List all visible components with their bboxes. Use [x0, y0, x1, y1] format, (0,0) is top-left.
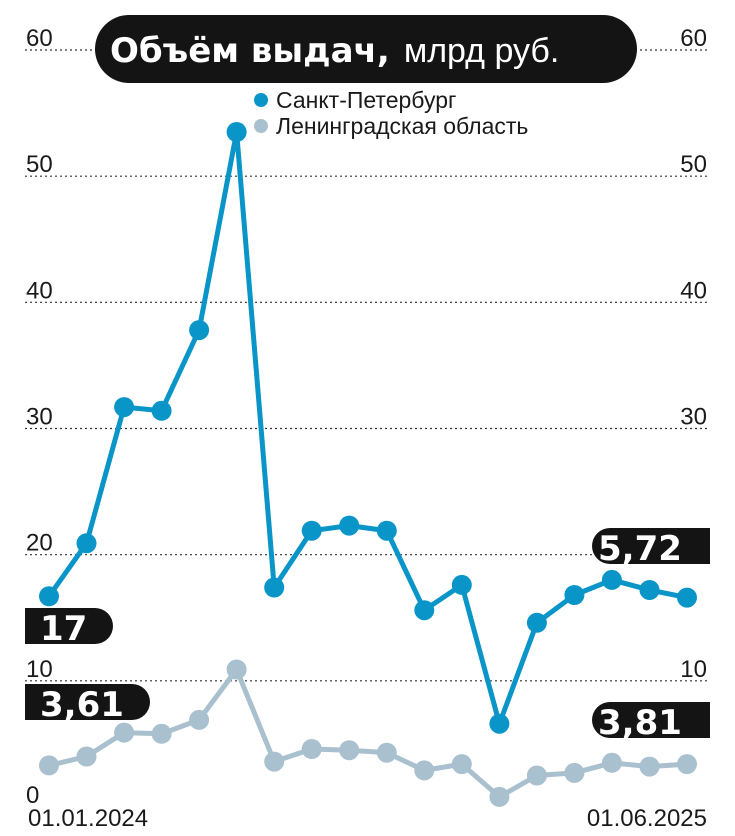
callout-spb-last-text: 5,72 — [598, 529, 682, 569]
data-point — [151, 723, 172, 744]
y-tick-label-right: 40 — [680, 277, 707, 304]
data-point — [226, 122, 247, 142]
callout-lo-last-shape — [592, 702, 710, 738]
data-point — [39, 755, 59, 776]
data-point — [301, 520, 322, 541]
data-point — [414, 760, 435, 781]
y-tick-label-left: 40 — [26, 277, 53, 304]
y-tick-label-left: 30 — [26, 404, 53, 431]
series-line — [46, 667, 690, 800]
data-point — [189, 320, 210, 341]
y-tick-label-left: 10 — [26, 656, 53, 683]
y-tick-label-left: 60 — [26, 25, 53, 52]
data-point — [526, 612, 547, 633]
data-point — [489, 713, 510, 734]
chart-title: Объём выдач, млрд руб. — [95, 15, 637, 83]
legend-label-lo: Ленинградская область — [276, 113, 528, 139]
y-tick-label-right: 60 — [680, 25, 707, 52]
data-point — [376, 742, 397, 763]
callout-lo-first-shape — [25, 684, 150, 720]
data-point — [264, 751, 285, 772]
data-point — [76, 533, 97, 554]
x-label-start: 01.01.2024 — [28, 805, 148, 832]
y-axis-left: 0 10 20 30 40 50 60 — [26, 25, 53, 809]
data-point — [151, 400, 172, 421]
data-point — [451, 754, 472, 775]
y-tick-label-left: 0 — [26, 782, 39, 809]
data-point — [677, 587, 697, 608]
svg-text:Объём выдач, млрд руб.: Объём выдач, млрд руб. — [110, 31, 559, 71]
legend-label-spb: Санкт-Петербург — [276, 87, 456, 113]
data-point — [601, 569, 622, 590]
title-background — [95, 15, 637, 83]
title-main: Объём выдач, — [110, 31, 390, 71]
y-tick-label-right: 50 — [680, 151, 707, 178]
data-point — [564, 762, 585, 783]
data-point — [451, 574, 472, 595]
callouts: 17 3,61 5,72 3,81 — [25, 528, 710, 743]
legend-marker-lo — [254, 119, 268, 133]
data-point — [76, 746, 97, 767]
data-point — [526, 765, 547, 786]
callout-spb-first: 17 — [25, 608, 113, 649]
data-point — [601, 752, 622, 773]
y-tick-label-right: 10 — [680, 656, 707, 683]
legend: Санкт-Петербург Ленинградская область — [254, 87, 528, 139]
y-tick-label-left: 20 — [26, 530, 53, 557]
callout-lo-last: 3,81 — [592, 702, 710, 743]
legend-marker-spb — [254, 93, 268, 107]
series-line — [46, 129, 690, 727]
data-point — [339, 515, 360, 536]
callout-spb-last-shape — [592, 528, 710, 564]
data-point — [114, 397, 135, 418]
y-tick-label-left: 50 — [26, 151, 53, 178]
series — [39, 122, 697, 807]
data-point — [264, 577, 285, 598]
data-point — [639, 756, 660, 777]
data-point — [301, 739, 322, 759]
series-spb — [39, 122, 697, 734]
data-point — [226, 659, 247, 680]
callout-lo-first-text: 3,61 — [40, 685, 124, 725]
callout-lo-last-text: 3,81 — [598, 703, 682, 743]
data-point — [339, 740, 360, 761]
y-tick-label-right: 30 — [680, 404, 707, 431]
callout-spb-last: 5,72 — [592, 528, 710, 569]
callout-spb-first-text: 17 — [40, 609, 87, 649]
data-point — [489, 786, 510, 807]
data-point — [376, 520, 397, 541]
x-label-end: 01.06.2025 — [587, 805, 707, 832]
data-point — [414, 600, 435, 621]
data-point — [639, 580, 660, 600]
data-point — [189, 709, 210, 730]
callout-spb-first-shape — [25, 608, 113, 644]
series-lo — [39, 659, 697, 807]
title-unit: млрд руб. — [404, 32, 559, 70]
data-point — [114, 722, 135, 743]
data-point — [564, 585, 585, 605]
data-point — [39, 586, 59, 607]
callout-lo-first: 3,61 — [25, 684, 150, 725]
data-point — [677, 754, 697, 775]
